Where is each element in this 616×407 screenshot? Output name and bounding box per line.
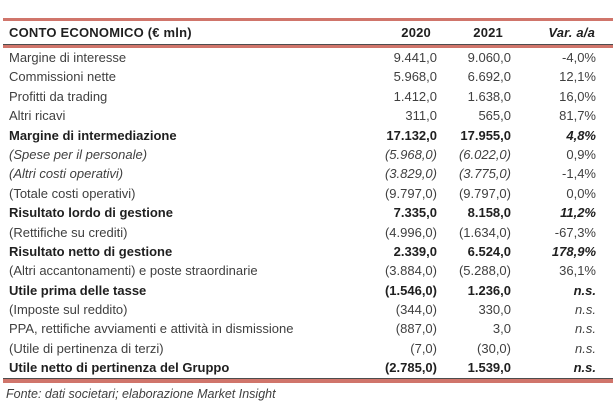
- row-label: Utile netto di pertinenza del Gruppo: [9, 360, 230, 376]
- table-row: Margine di interesse 9.441,0 9.060,0 -4,…: [3, 48, 613, 67]
- table-row: Altri ricavi 311,0 565,0 81,7%: [3, 106, 613, 125]
- value-2021: (30,0): [477, 340, 511, 356]
- table-row-total: Risultato netto di gestione 2.339,0 6.52…: [3, 242, 613, 261]
- value-2020: (344,0): [395, 302, 437, 318]
- value-2020: 1.412,0: [393, 88, 437, 104]
- value-var: 11,2%: [560, 205, 596, 221]
- value-2020: (9.797,0): [384, 185, 437, 201]
- row-label: Profitti da trading: [9, 88, 108, 104]
- bottom-rule-accent: [3, 378, 613, 383]
- table-row: (Imposte sul reddito) (344,0) 330,0 n.s.: [3, 300, 613, 319]
- value-2020: 9.441,0: [393, 50, 437, 65]
- table-row-total: Risultato lordo di gestione 7.335,0 8.15…: [3, 203, 613, 222]
- table-row: (Totale costi operativi) (9.797,0) (9.79…: [3, 184, 613, 203]
- bottom-rule-dark: [3, 377, 613, 379]
- row-label: (Utile di pertinenza di terzi): [9, 340, 164, 356]
- table-row-total: Margine di intermediazione 17.132,0 17.9…: [3, 126, 613, 145]
- value-var: 178,9%: [551, 243, 596, 259]
- value-2020: 2.339,0: [393, 243, 437, 259]
- table-row-total: Utile netto di pertinenza del Gruppo (2.…: [3, 358, 613, 377]
- value-var: 12,1%: [559, 69, 596, 85]
- header-rule-accent: [3, 45, 613, 48]
- row-label: (Rettifiche su crediti): [9, 224, 128, 240]
- table-row-total: Utile prima delle tasse (1.546,0) 1.236,…: [3, 281, 613, 300]
- value-2020: 311,0: [405, 108, 437, 124]
- value-var: -1,4%: [562, 166, 596, 182]
- column-header-var: Var. a/a: [548, 25, 595, 40]
- row-label: (Altri accantonamenti) e poste straordin…: [9, 263, 258, 279]
- value-2021: 6.692,0: [467, 69, 511, 85]
- value-2020: (5.968,0): [384, 146, 437, 162]
- table-row: (Utile di pertinenza di terzi) (7,0) (30…: [3, 339, 613, 358]
- value-2020: (1.546,0): [384, 282, 437, 298]
- row-label: Margine di intermediazione: [9, 127, 177, 143]
- table-row: Profitti da trading 1.412,0 1.638,0 16,0…: [3, 87, 613, 106]
- value-2020: (4.996,0): [384, 224, 437, 240]
- row-label: PPA, rettifiche avviamenti e attività in…: [9, 321, 294, 337]
- value-var: 0,9%: [566, 146, 596, 162]
- value-var: 16,0%: [559, 88, 596, 104]
- value-2021: 1.638,0: [467, 88, 511, 104]
- source-note: Fonte: dati societari; elaborazione Mark…: [6, 386, 276, 401]
- table-row: (Rettifiche su crediti) (4.996,0) (1.634…: [3, 223, 613, 242]
- table-row: (Altri accantonamenti) e poste straordin…: [3, 261, 613, 280]
- table-row: (Spese per il personale) (5.968,0) (6.02…: [3, 145, 613, 164]
- value-2021: 1.236,0: [467, 282, 511, 298]
- value-2021: 8.158,0: [467, 205, 511, 221]
- value-2020: (3.884,0): [384, 263, 437, 279]
- value-2021: 565,0: [478, 108, 511, 124]
- value-var: n.s.: [573, 282, 596, 298]
- top-rule: [3, 18, 613, 21]
- row-label: (Imposte sul reddito): [9, 302, 128, 318]
- value-var: n.s.: [573, 360, 596, 376]
- value-2020: 7.335,0: [393, 205, 437, 221]
- value-2021: 6.524,0: [467, 243, 511, 259]
- value-2020: (2.785,0): [384, 360, 437, 376]
- value-2021: 17.955,0: [460, 127, 511, 143]
- value-var: n.s.: [575, 340, 596, 356]
- value-2021: (1.634,0): [458, 224, 511, 240]
- value-2020: 5.968,0: [393, 69, 437, 85]
- value-2021: 1.539,0: [467, 360, 511, 376]
- value-2021: (6.022,0): [458, 146, 511, 162]
- value-2021: (3.775,0): [458, 166, 511, 182]
- value-2021: 3,0: [492, 321, 511, 337]
- row-label: Utile prima delle tasse: [9, 282, 147, 298]
- row-label: (Totale costi operativi): [9, 185, 136, 201]
- row-label: (Altri costi operativi): [9, 166, 124, 182]
- value-var: 81,7%: [559, 108, 596, 124]
- table-title: CONTO ECONOMICO (€ mln): [9, 25, 192, 40]
- value-2020: (3.829,0): [384, 166, 437, 182]
- row-label: Risultato lordo di gestione: [9, 205, 173, 221]
- value-var: 36,1%: [559, 263, 596, 279]
- value-var: n.s.: [575, 302, 596, 318]
- value-2020: 17.132,0: [386, 127, 437, 143]
- value-var: -67,3%: [554, 224, 596, 240]
- row-label: Commissioni nette: [9, 69, 116, 85]
- table-header: CONTO ECONOMICO (€ mln) 2020 2021 Var. a…: [3, 21, 613, 44]
- value-2020: (887,0): [395, 321, 437, 337]
- row-label: (Spese per il personale): [9, 146, 148, 162]
- column-header-2020: 2020: [401, 25, 431, 40]
- table-row: (Altri costi operativi) (3.829,0) (3.775…: [3, 164, 613, 183]
- row-label: Altri ricavi: [9, 108, 66, 124]
- value-var: 4,8%: [566, 127, 596, 143]
- value-var: n.s.: [575, 321, 596, 337]
- value-var: -4,0%: [562, 50, 596, 65]
- value-2021: (9.797,0): [458, 185, 511, 201]
- row-label: Margine di interesse: [9, 50, 127, 65]
- row-label: Risultato netto di gestione: [9, 243, 173, 259]
- value-2021: 330,0: [478, 302, 511, 318]
- value-var: 0,0%: [566, 185, 596, 201]
- table-row: Commissioni nette 5.968,0 6.692,0 12,1%: [3, 67, 613, 86]
- value-2021: 9.060,0: [467, 50, 511, 65]
- value-2020: (7,0): [410, 340, 437, 356]
- header-rule-dark: [3, 44, 613, 45]
- column-header-2021: 2021: [473, 25, 503, 40]
- table-row: PPA, rettifiche avviamenti e attività in…: [3, 319, 613, 338]
- value-2021: (5.288,0): [458, 263, 511, 279]
